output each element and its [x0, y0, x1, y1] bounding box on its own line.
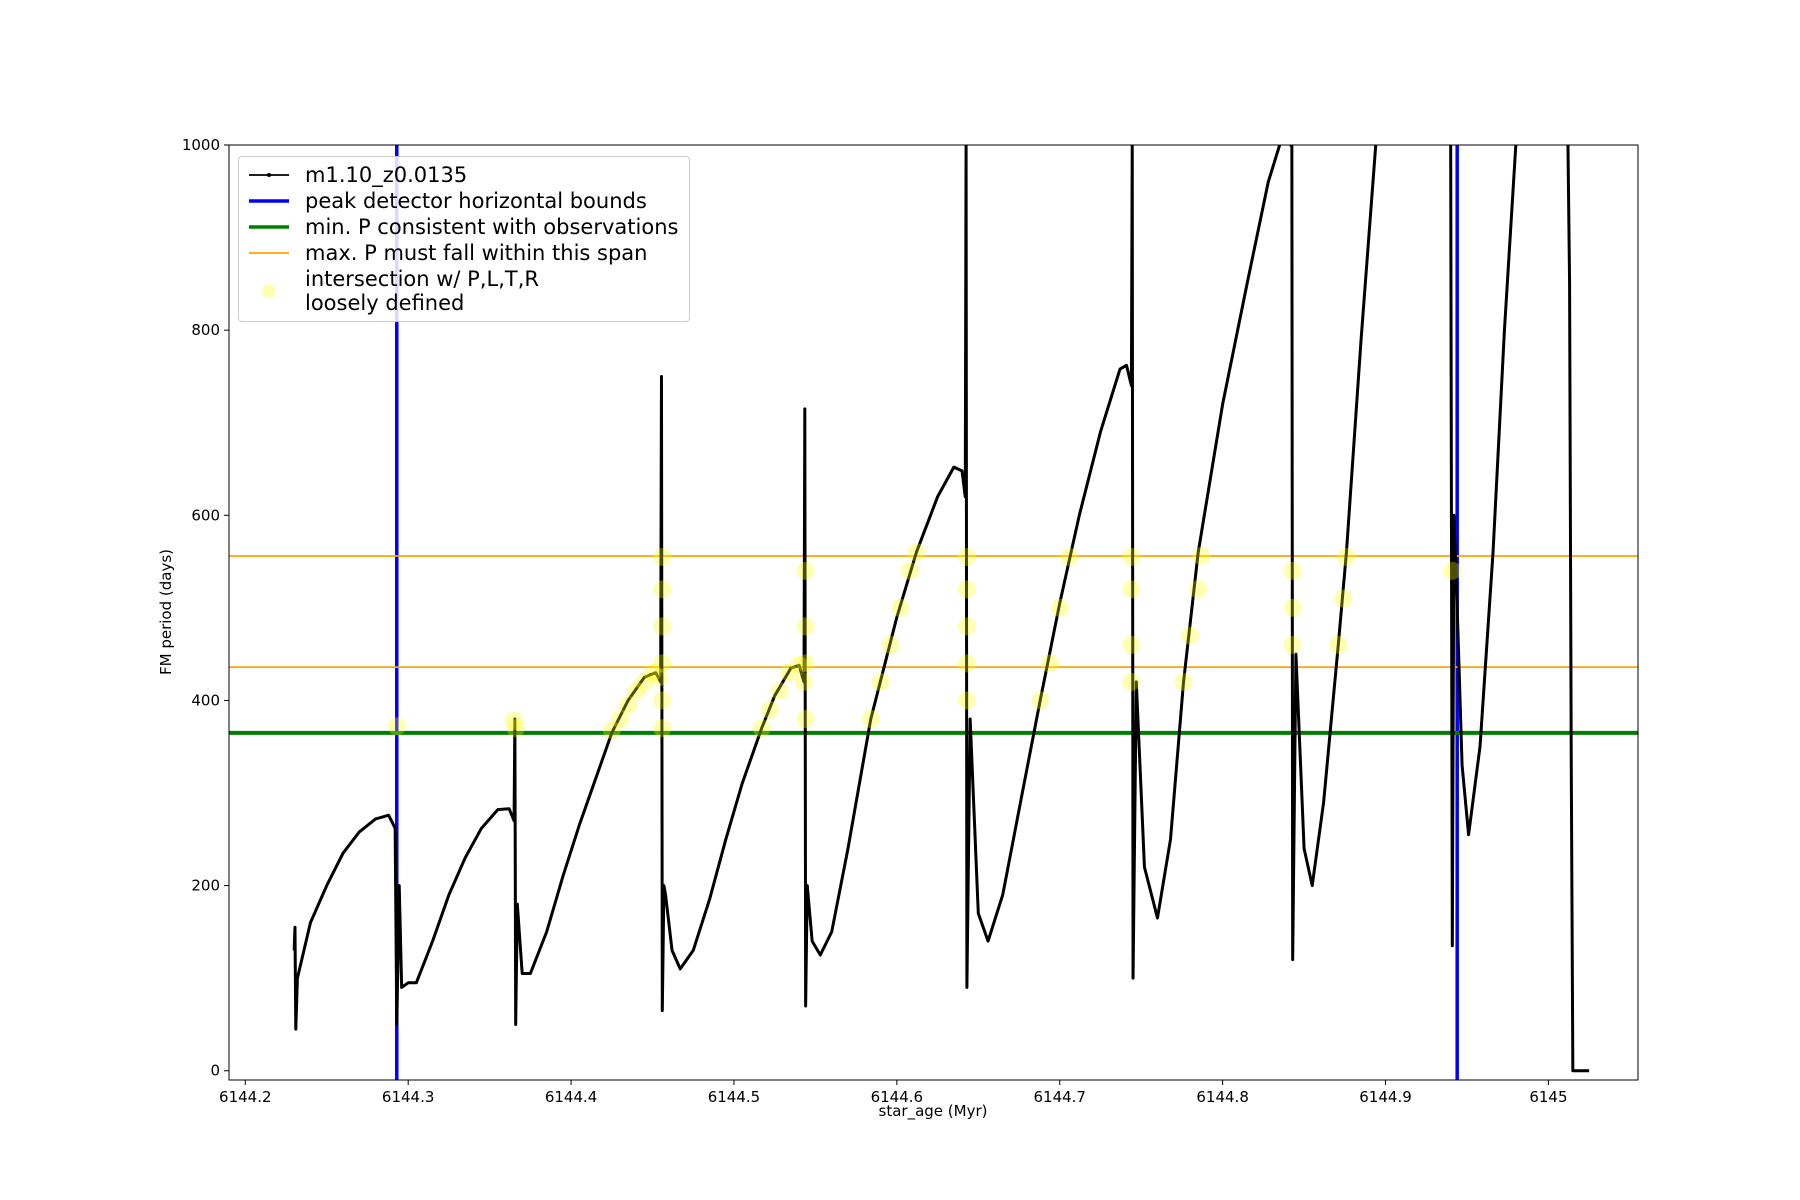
scatter-point	[1031, 691, 1050, 710]
x-tick-label: 6144.9	[1359, 1088, 1412, 1106]
legend-symbol	[262, 284, 276, 298]
legend-symbol	[267, 173, 271, 177]
x-tick-label: 6144.5	[708, 1088, 761, 1106]
scatter-point	[752, 719, 771, 738]
legend-label: m1.10_z0.0135	[305, 163, 468, 187]
scatter-point	[957, 691, 976, 710]
scatter-point	[1283, 561, 1302, 580]
scatter-point	[653, 719, 672, 738]
scatter-point	[1060, 547, 1079, 566]
scatter-point	[627, 682, 646, 701]
y-tick-label: 1000	[182, 136, 220, 154]
x-tick-label: 6144.6	[871, 1088, 924, 1106]
scatter-point	[891, 598, 910, 617]
x-axis-label: star_age (Myr)	[879, 1102, 988, 1121]
scatter-point	[650, 668, 669, 687]
y-axis-label: FM period (days)	[157, 549, 175, 675]
data-line	[292, 145, 1590, 1073]
scatter-point	[653, 617, 672, 636]
scatter-point	[957, 654, 976, 673]
scatter-point	[506, 719, 525, 738]
scatter-point	[796, 617, 815, 636]
scatter-point	[653, 691, 672, 710]
scatter-point	[1122, 547, 1141, 566]
y-tick-label: 200	[191, 877, 220, 895]
scatter-point	[1283, 635, 1302, 654]
scatter-point	[760, 700, 779, 719]
scatter-point	[653, 580, 672, 599]
scatter-point	[1040, 654, 1059, 673]
legend-handle	[249, 173, 289, 177]
scatter-point	[1189, 580, 1208, 599]
scatter-point	[1122, 635, 1141, 654]
scatter-point	[1329, 635, 1348, 654]
plot-area	[229, 145, 1638, 1080]
scatter-point	[796, 561, 815, 580]
x-tick-label: 6144.7	[1033, 1088, 1086, 1106]
scatter-point	[619, 696, 638, 715]
legend-handle	[249, 252, 289, 254]
y-tick-label: 400	[191, 691, 220, 709]
scatter-point	[907, 543, 926, 562]
x-tick-label: 6145	[1529, 1088, 1567, 1106]
legend-item: min. P consistent with observations	[247, 215, 681, 239]
scatter-point	[957, 547, 976, 566]
scatter-point	[1337, 547, 1356, 566]
legend-handle	[249, 225, 289, 229]
legend: m1.10_z0.0135 peak detector horizontal bo…	[238, 156, 690, 322]
scatter-point	[770, 682, 789, 701]
scatter-point	[790, 656, 809, 675]
scatter-point	[1283, 598, 1302, 617]
scatter-point	[795, 672, 814, 691]
y-tick-label: 0	[210, 1062, 220, 1080]
scatter-point	[881, 635, 900, 654]
legend-label: intersection w/ P,L,T,R loosely defined	[305, 267, 539, 315]
scatter-point	[780, 663, 799, 682]
scatter-point	[1443, 561, 1462, 580]
legend-item: m1.10_z0.0135	[247, 163, 681, 187]
scatter-point	[643, 663, 662, 682]
scatter-point	[957, 580, 976, 599]
scatter-point	[1050, 598, 1069, 617]
scatter-point	[900, 561, 919, 580]
scatter-point	[653, 547, 672, 566]
scatter-point	[957, 617, 976, 636]
scatter-point	[1122, 580, 1141, 599]
scatter-point	[796, 709, 815, 728]
scatter-point	[1122, 672, 1141, 691]
x-tick-label: 6144.3	[382, 1088, 435, 1106]
legend-label: peak detector horizontal bounds	[305, 189, 647, 213]
legend-handle	[262, 284, 276, 298]
legend-item: max. P must fall within this span	[247, 241, 681, 265]
y-tick-label: 800	[191, 321, 220, 339]
scatter-point	[796, 654, 815, 673]
legend-label: max. P must fall within this span	[305, 241, 648, 265]
x-tick-label: 6144.8	[1196, 1088, 1249, 1106]
scatter-point	[610, 709, 629, 728]
scatter-point	[1181, 626, 1200, 645]
legend-label: min. P consistent with observations	[305, 215, 679, 239]
scatter-point	[387, 717, 406, 736]
legend-handle	[249, 199, 289, 203]
x-tick-label: 6144.2	[219, 1088, 272, 1106]
x-tick-label: 6144.4	[545, 1088, 598, 1106]
legend-item: peak detector horizontal bounds	[247, 189, 681, 213]
scatter-point	[602, 721, 621, 740]
scatter-point	[635, 672, 654, 691]
axes-frame	[228, 144, 1639, 1081]
scatter-point	[1192, 547, 1211, 566]
scatter-point	[1174, 672, 1193, 691]
scatter-point	[1334, 589, 1353, 608]
legend-item: intersection w/ P,L,T,R loosely defined	[247, 267, 681, 315]
scatter-point	[871, 672, 890, 691]
y-tick-label: 600	[191, 506, 220, 524]
scatter-point	[505, 711, 524, 730]
scatter-point	[861, 709, 880, 728]
scatter-point	[653, 654, 672, 673]
